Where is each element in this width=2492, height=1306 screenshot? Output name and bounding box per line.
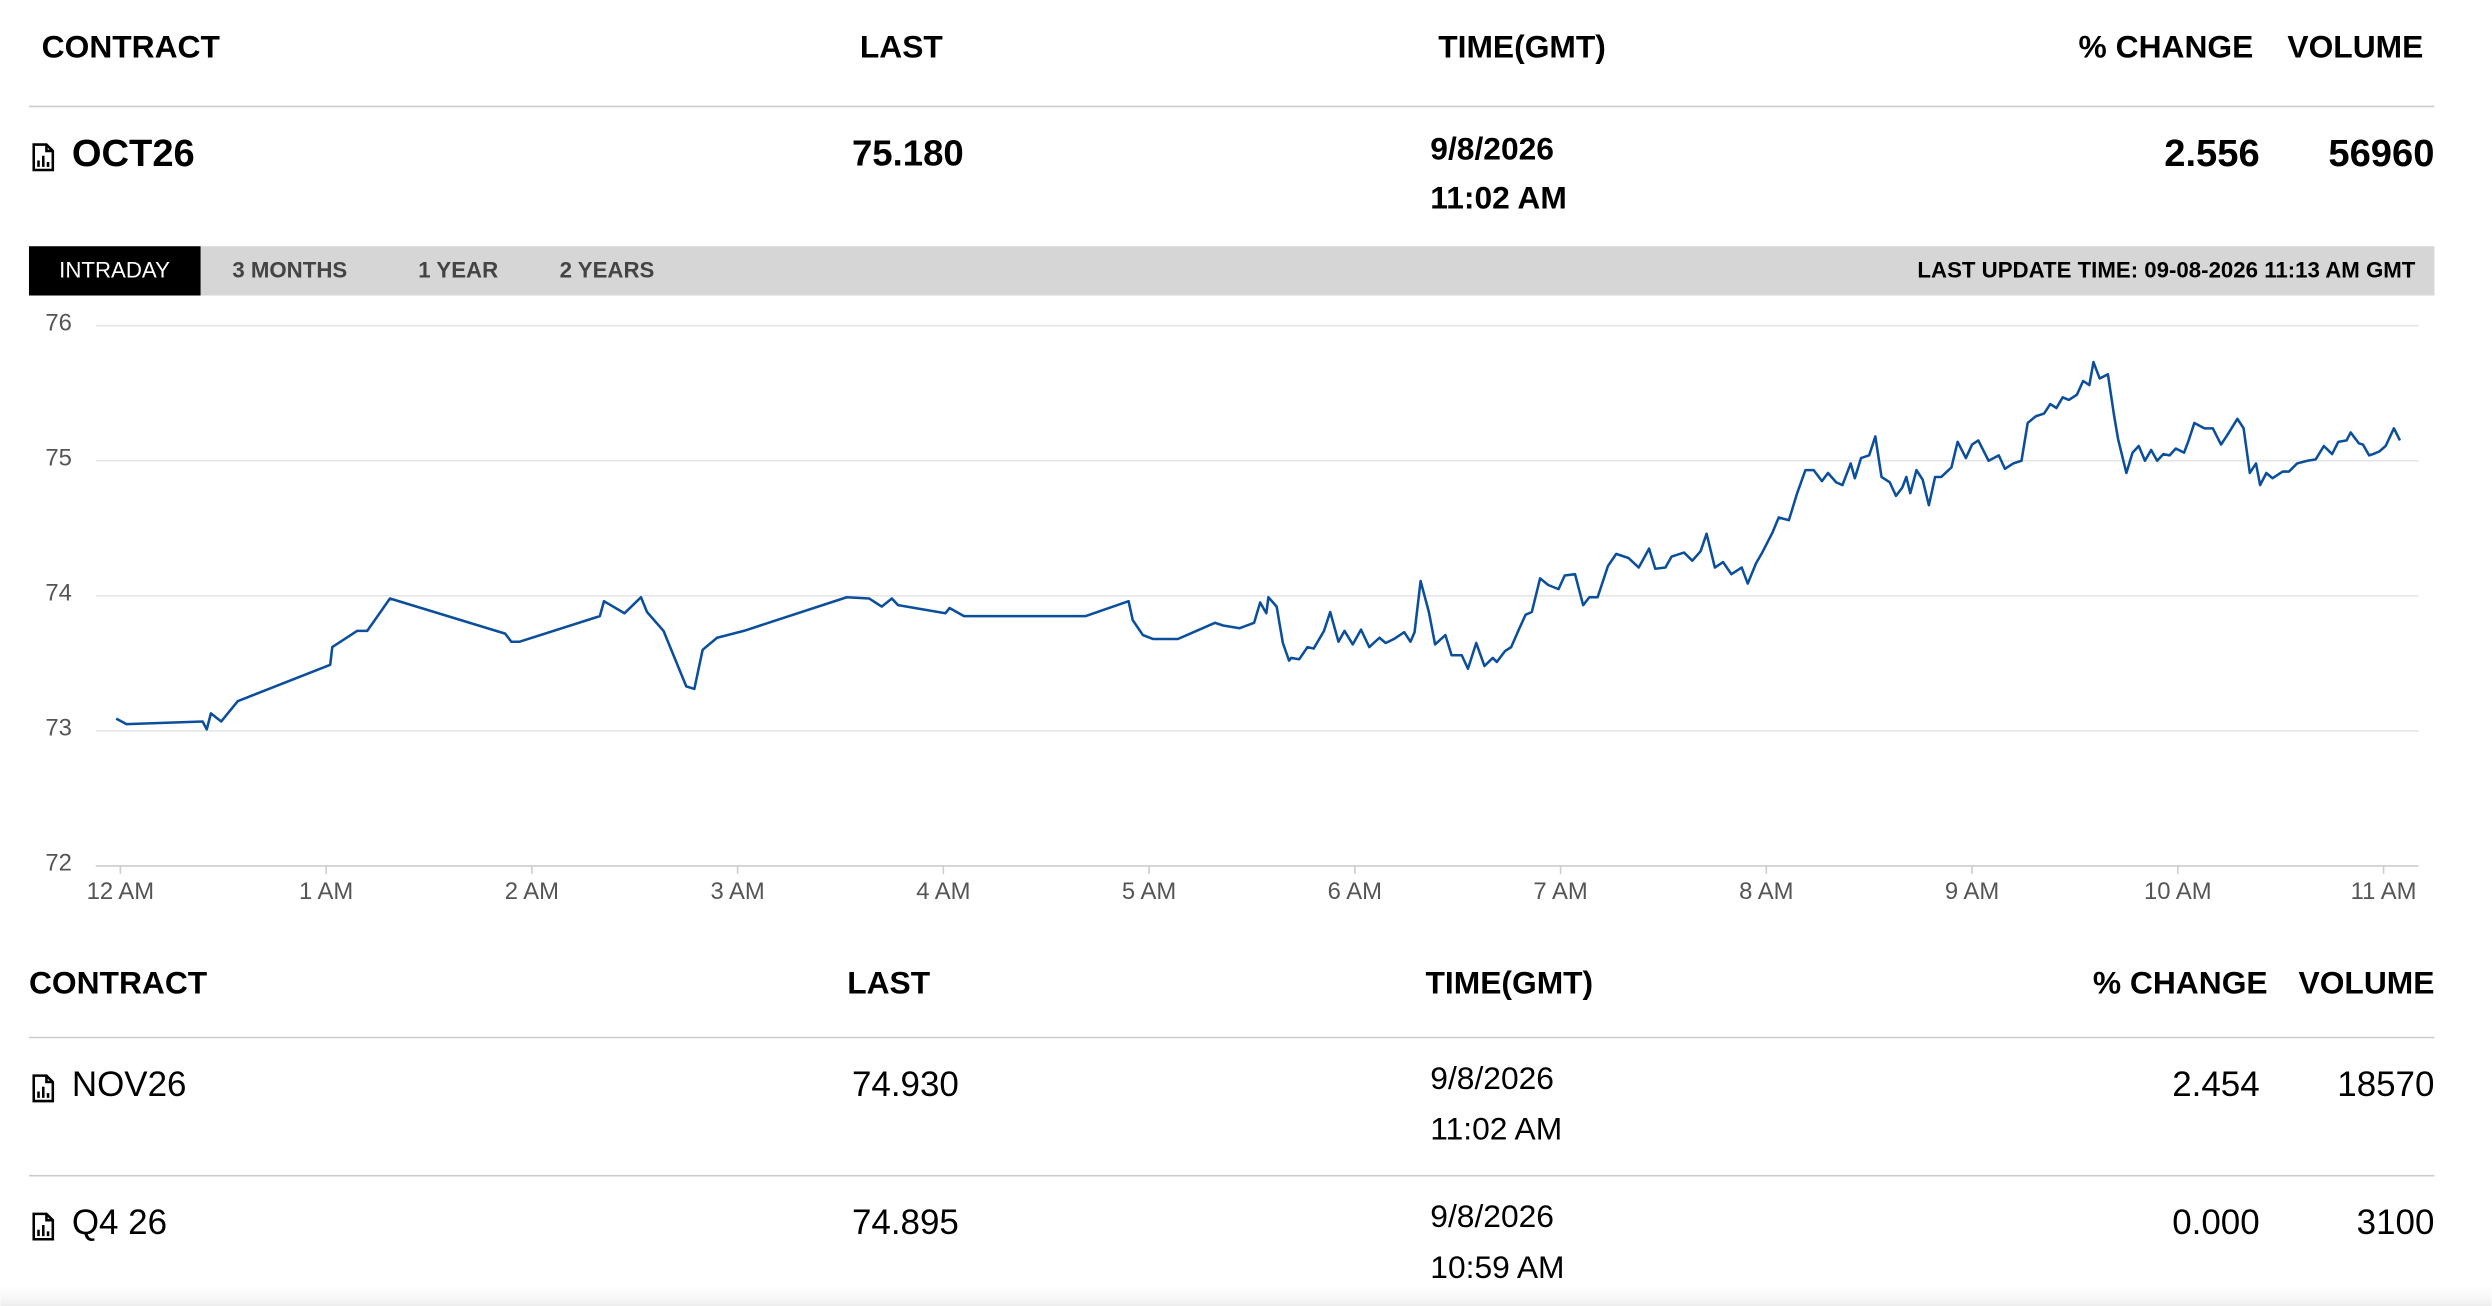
y-tick-label: 76 (45, 309, 72, 336)
column-header: TIME(GMT) (1426, 964, 1594, 1000)
column-header: % CHANGE (2093, 964, 2268, 1000)
contract-name[interactable]: NOV26 (72, 1065, 187, 1104)
trade-time: 11:02 AM (1430, 180, 1567, 216)
y-tick-label: 75 (45, 444, 72, 471)
trade-time: 10:59 AM (1430, 1249, 1564, 1285)
trade-time: 11:02 AM (1430, 1111, 1562, 1147)
x-tick-label: 12 AM (87, 878, 155, 905)
range-tab[interactable]: 2 YEARS (560, 258, 655, 283)
y-tick-label: 73 (45, 715, 72, 742)
scroll-fade (0, 1280, 2492, 1306)
last-price: 74.895 (852, 1203, 959, 1242)
chart-icon-bars (37, 1224, 50, 1237)
x-tick-label: 4 AM (916, 878, 970, 905)
volume: 18570 (2337, 1065, 2434, 1104)
chart-icon (32, 1074, 55, 1103)
chart-icon-bars (37, 155, 50, 167)
x-tick-label: 9 AM (1945, 878, 1999, 905)
trade-date: 9/8/2026 (1430, 130, 1554, 166)
volume: 56960 (2328, 132, 2434, 175)
column-header: TIME(GMT) (1438, 29, 1606, 65)
x-tick-label: 11 AM (2351, 878, 2417, 905)
column-header: VOLUME (2287, 29, 2423, 65)
x-tick-label: 8 AM (1739, 878, 1793, 905)
range-tab[interactable]: 1 YEAR (418, 258, 498, 283)
column-header: CONTRACT (42, 29, 221, 65)
y-tick-label: 74 (45, 580, 72, 607)
price-line (115, 360, 2402, 731)
column-header: LAST (860, 29, 944, 65)
chart-icon-bars (37, 1086, 50, 1098)
x-tick-label: 1 AM (299, 878, 353, 905)
last-price: 75.180 (852, 132, 964, 173)
y-tick-label: 72 (45, 850, 72, 877)
range-tab[interactable]: 3 MONTHS (232, 258, 347, 283)
percent-change: 2.454 (2172, 1065, 2259, 1104)
x-tick-label: 10 AM (2144, 878, 2212, 905)
column-header: % CHANGE (2079, 29, 2254, 65)
volume: 3100 (2357, 1203, 2435, 1242)
column-header: LAST (847, 964, 931, 1000)
x-tick-label: 5 AM (1122, 878, 1176, 905)
chart-icon (32, 143, 55, 172)
x-tick-label: 6 AM (1328, 878, 1382, 905)
x-tick-label: 2 AM (505, 878, 559, 905)
chart-icon (32, 1212, 55, 1241)
x-tick-label: 7 AM (1533, 878, 1587, 905)
last-update: LAST UPDATE TIME: 09-08-2026 11:13 AM GM… (1917, 258, 2415, 283)
range-tab[interactable]: INTRADAY (59, 258, 170, 283)
column-header: CONTRACT (29, 964, 208, 1000)
column-header: VOLUME (2299, 964, 2435, 1000)
trade-date: 9/8/2026 (1430, 1060, 1554, 1096)
tab-bar (28, 246, 2435, 296)
x-tick-label: 3 AM (710, 878, 764, 905)
last-price: 74.930 (852, 1065, 959, 1104)
contract-name[interactable]: OCT26 (72, 132, 195, 175)
active-tab-bg (28, 246, 201, 296)
contract-name[interactable]: Q4 26 (72, 1203, 167, 1242)
percent-change: 0.000 (2172, 1203, 2259, 1242)
trade-date: 9/8/2026 (1430, 1198, 1554, 1234)
percent-change: 2.556 (2164, 132, 2259, 175)
